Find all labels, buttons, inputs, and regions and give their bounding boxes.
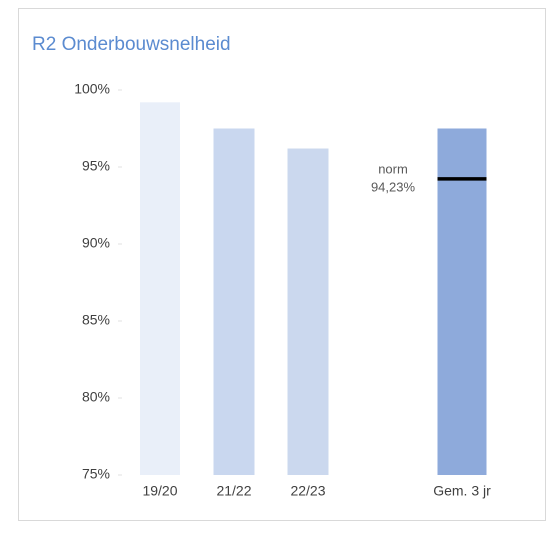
x-tick-label: 22/23	[290, 483, 325, 499]
y-tick-label: 100%	[74, 81, 110, 97]
bar	[140, 102, 180, 475]
y-tick-label: 80%	[82, 389, 110, 405]
norm-label: norm	[378, 161, 408, 176]
x-tick-label: 19/20	[142, 483, 177, 499]
chart-title: R2 Onderbouwsnelheid	[32, 34, 231, 55]
x-tick-label: Gem. 3 jr	[433, 483, 491, 499]
x-tick-label: 21/22	[216, 483, 251, 499]
y-tick-label: 90%	[82, 235, 110, 251]
y-tick-label: 75%	[82, 466, 110, 482]
bar	[213, 128, 255, 475]
y-tick-label: 85%	[82, 312, 110, 328]
bar	[287, 148, 329, 475]
norm-value-label: 94,23%	[371, 179, 416, 194]
bar	[437, 128, 487, 475]
y-tick-label: 95%	[82, 158, 110, 174]
